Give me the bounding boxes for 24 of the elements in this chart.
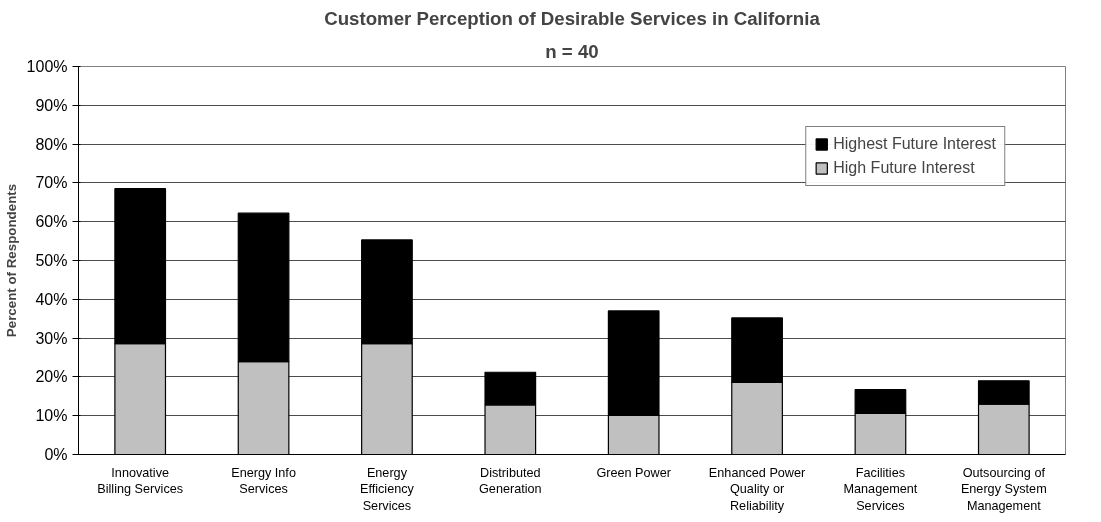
y-tick-label: 90% [35,96,68,114]
y-tick-label: 70% [35,174,68,192]
x-tick-label: Enhanced Power Quality or Reliability [708,465,806,514]
y-tick-label: 80% [35,135,68,153]
x-tick-label: Energy Efficiency Services [359,465,415,514]
x-tick-label: Green Power [596,465,671,480]
x-tick-label: Innovative Billing Services [97,465,184,497]
y-tick-label: 40% [35,290,68,308]
legend-label: High Future Interest [833,159,975,177]
y-tick-label: 100% [26,58,68,75]
y-axis-title: Percent of Respondents [3,183,19,338]
y-tick-label: 30% [35,329,68,347]
y-tick-label: 20% [35,368,68,386]
legend-label: Highest Future Interest [833,135,996,153]
x-tick-label: Outsourcing of Energy System Management [960,465,1047,514]
y-tick-label: 60% [35,213,68,231]
chart-title: Customer Perception of Desirable Services in California [324,7,821,29]
x-tick-label: Distributed Generation [479,465,542,497]
chart-subtitle: n = 40 [545,40,599,62]
y-tick-label: 0% [44,446,68,463]
y-tick-label: 10% [35,407,68,425]
x-tick-label: Energy Info Services [231,465,296,497]
x-tick-label: Facilities Management Services [843,465,918,514]
y-tick-label: 50% [35,252,68,269]
